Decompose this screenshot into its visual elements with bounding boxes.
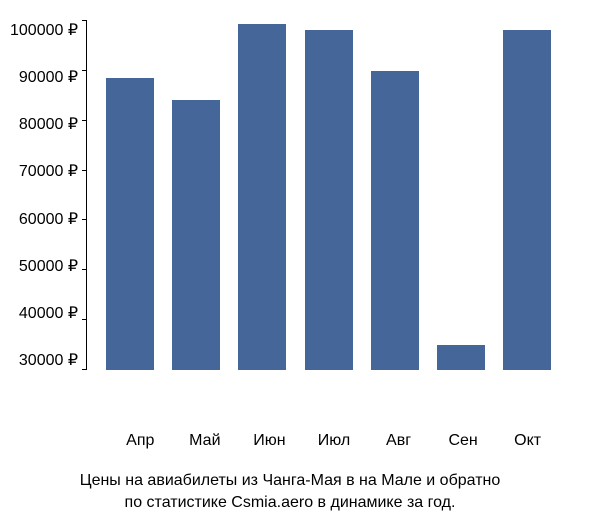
bar [238, 24, 286, 370]
y-axis: 100000 ₽ 90000 ₽ 80000 ₽ 70000 ₽ 60000 ₽ 5000… [10, 20, 86, 370]
caption-line-1: Цены на авиабилеты из Чанга-Мая в на Мал… [10, 470, 570, 492]
bar [172, 100, 220, 370]
y-tick-label: 40000 ₽ [19, 303, 78, 323]
y-tick-label: 100000 ₽ [10, 20, 78, 40]
x-tick-label: Апр [116, 432, 164, 450]
y-tick-label: 80000 ₽ [19, 114, 78, 134]
x-tick-label: Сен [439, 432, 487, 450]
x-tick-label: Май [181, 432, 229, 450]
y-tick-label: 30000 ₽ [19, 350, 78, 370]
x-tick-label: Июл [310, 432, 358, 450]
y-tick-label: 60000 ₽ [19, 209, 78, 229]
chart-caption: Цены на авиабилеты из Чанга-Мая в на Мал… [10, 470, 570, 515]
y-tick-label: 70000 ₽ [19, 161, 78, 181]
bars-group [87, 20, 570, 370]
price-chart: 100000 ₽ 90000 ₽ 80000 ₽ 70000 ₽ 60000 ₽ 5000… [10, 20, 570, 450]
bar [371, 71, 419, 370]
bar [305, 30, 353, 370]
bar [437, 345, 485, 370]
bar [503, 30, 551, 370]
caption-line-2: по статистике Csmia.aero в динамике за г… [10, 492, 570, 514]
plot-area [86, 20, 570, 370]
chart-container: 100000 ₽ 90000 ₽ 80000 ₽ 70000 ₽ 60000 ₽ 5000… [10, 20, 570, 420]
x-axis-wrapper: Апр Май Июн Июл Авг Сен Окт [10, 432, 570, 450]
x-tick-label: Июн [245, 432, 293, 450]
x-tick-label: Окт [504, 432, 552, 450]
x-tick-label: Авг [375, 432, 423, 450]
y-tick-label: 90000 ₽ [19, 67, 78, 87]
bar [106, 78, 154, 371]
y-tick-label: 50000 ₽ [19, 256, 78, 276]
x-axis: Апр Май Июн Июл Авг Сен Окт [98, 432, 570, 450]
